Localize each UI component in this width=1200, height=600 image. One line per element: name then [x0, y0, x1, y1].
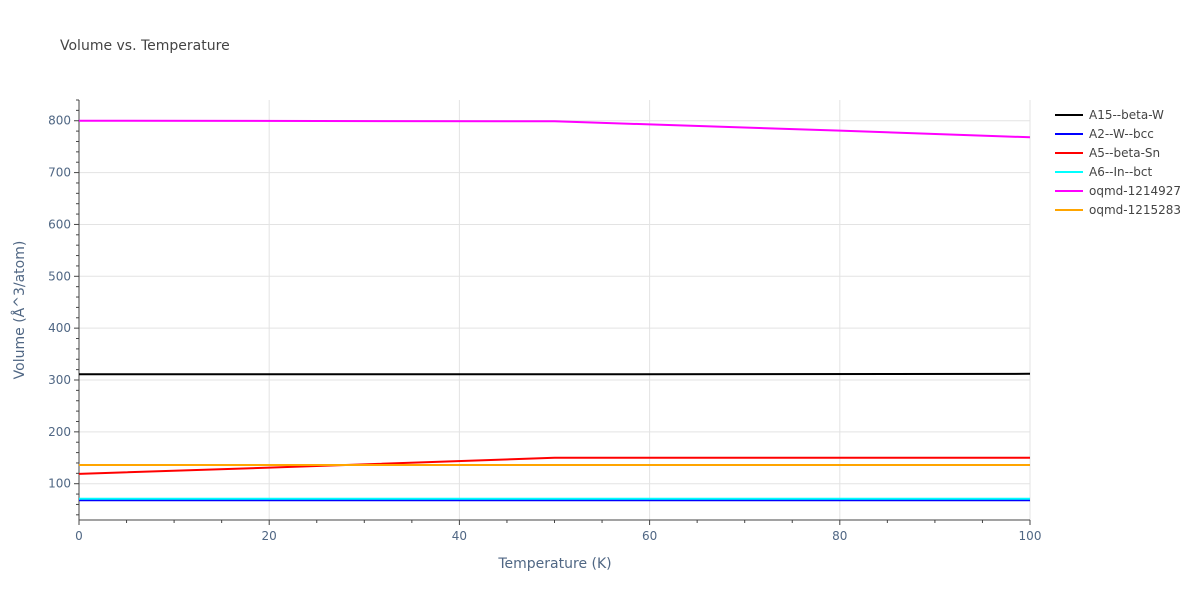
- legend-item[interactable]: A15--beta-W: [1055, 108, 1164, 122]
- legend-label: A15--beta-W: [1089, 108, 1164, 122]
- legend-label: A6--In--bct: [1089, 165, 1153, 179]
- y-tick-label: 200: [48, 425, 71, 439]
- chart-title: Volume vs. Temperature: [60, 38, 230, 54]
- y-tick-label: 600: [48, 217, 71, 231]
- legend-item[interactable]: A6--In--bct: [1055, 165, 1153, 179]
- x-tick-label: 100: [1019, 529, 1042, 543]
- axes: 100 200 300 400 500 600 700 800 0 20 40 60 80 100: [48, 99, 1042, 543]
- y-tick-label: 400: [48, 321, 71, 335]
- x-axis-title: Temperature (K): [497, 556, 611, 572]
- series-lines: [78, 119, 1031, 502]
- series-line-oqmd-1214927: [78, 119, 1031, 139]
- legend-label: oqmd-1215283: [1089, 203, 1181, 217]
- y-tick-label: 800: [48, 114, 71, 128]
- x-tick-label: 80: [832, 529, 847, 543]
- y-tick-label: 700: [48, 166, 71, 180]
- legend[interactable]: A15--beta-W A2--W--bcc A5--beta-Sn A6--In--…: [1055, 108, 1181, 217]
- x-tick-label: 60: [642, 529, 657, 543]
- grid: [79, 100, 1031, 520]
- x-tick-label: 20: [262, 529, 277, 543]
- legend-item[interactable]: A2--W--bcc: [1055, 127, 1154, 141]
- legend-item[interactable]: A5--beta-Sn: [1055, 146, 1160, 160]
- x-tick-label: 0: [75, 529, 83, 543]
- legend-item[interactable]: oqmd-1215283: [1055, 203, 1181, 217]
- legend-label: oqmd-1214927: [1089, 184, 1181, 198]
- y-tick-label: 300: [48, 373, 71, 387]
- y-axis-title: Volume (Å^3/atom): [11, 241, 28, 380]
- legend-item[interactable]: oqmd-1214927: [1055, 184, 1181, 198]
- series-line-A5--beta-Sn: [78, 456, 1030, 475]
- legend-label: A5--beta-Sn: [1089, 146, 1160, 160]
- series-line-A15--beta-W: [79, 372, 1031, 376]
- y-tick-label: 100: [48, 477, 71, 491]
- x-tick-label: 40: [452, 529, 467, 543]
- y-tick-label: 500: [48, 269, 71, 283]
- legend-label: A2--W--bcc: [1089, 127, 1154, 141]
